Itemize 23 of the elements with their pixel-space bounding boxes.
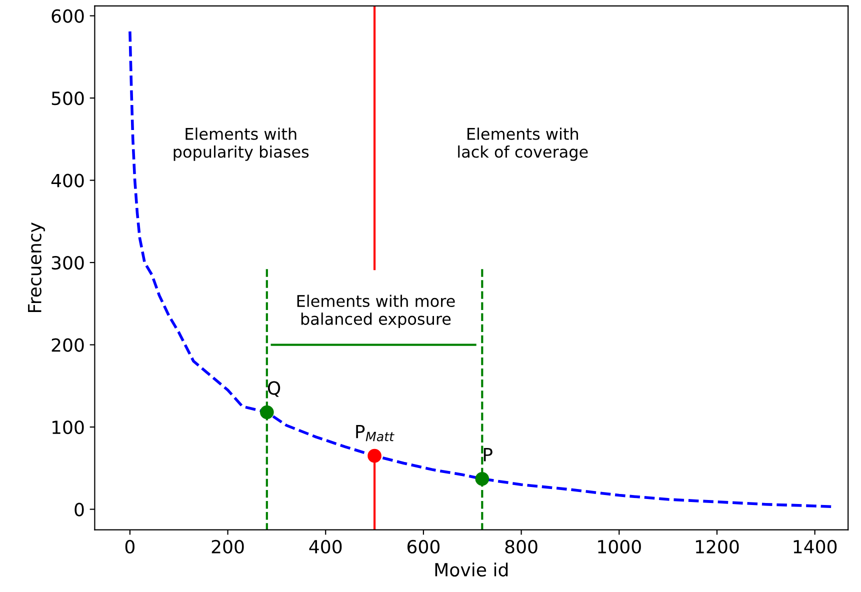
- annotation: Q: [268, 381, 280, 397]
- x-tick-label: 1000: [598, 540, 641, 554]
- annotation: P: [484, 448, 492, 462]
- y-tick-label: 500: [52, 91, 84, 106]
- x-tick-label: 1400: [794, 540, 837, 554]
- x-tick-label: 1200: [696, 540, 739, 554]
- y-tick-label: 0: [74, 502, 84, 516]
- x-tick-label: 400: [309, 540, 342, 554]
- y-tick-label: 300: [52, 256, 84, 270]
- annotation: Elements with popularity biases: [174, 128, 309, 161]
- y-tick-label: 400: [51, 174, 84, 188]
- y-tick-label: 100: [52, 420, 84, 434]
- x-axis-title: Movie id: [435, 562, 508, 577]
- x-tick-label: 0: [125, 540, 134, 554]
- x-tick-label: 200: [212, 540, 244, 554]
- y-tick-label: 600: [52, 9, 84, 23]
- x-tick-label: 600: [407, 540, 440, 554]
- annotation: Elements with lack of coverage: [458, 128, 588, 161]
- x-tick-label: 800: [505, 540, 538, 554]
- annotation: Elements with more balanced exposure: [297, 294, 455, 328]
- y-tick-label: 200: [52, 338, 84, 352]
- y-axis-title: Frecuency: [28, 222, 45, 312]
- annotation: P$_{Matt}$: [356, 424, 394, 442]
